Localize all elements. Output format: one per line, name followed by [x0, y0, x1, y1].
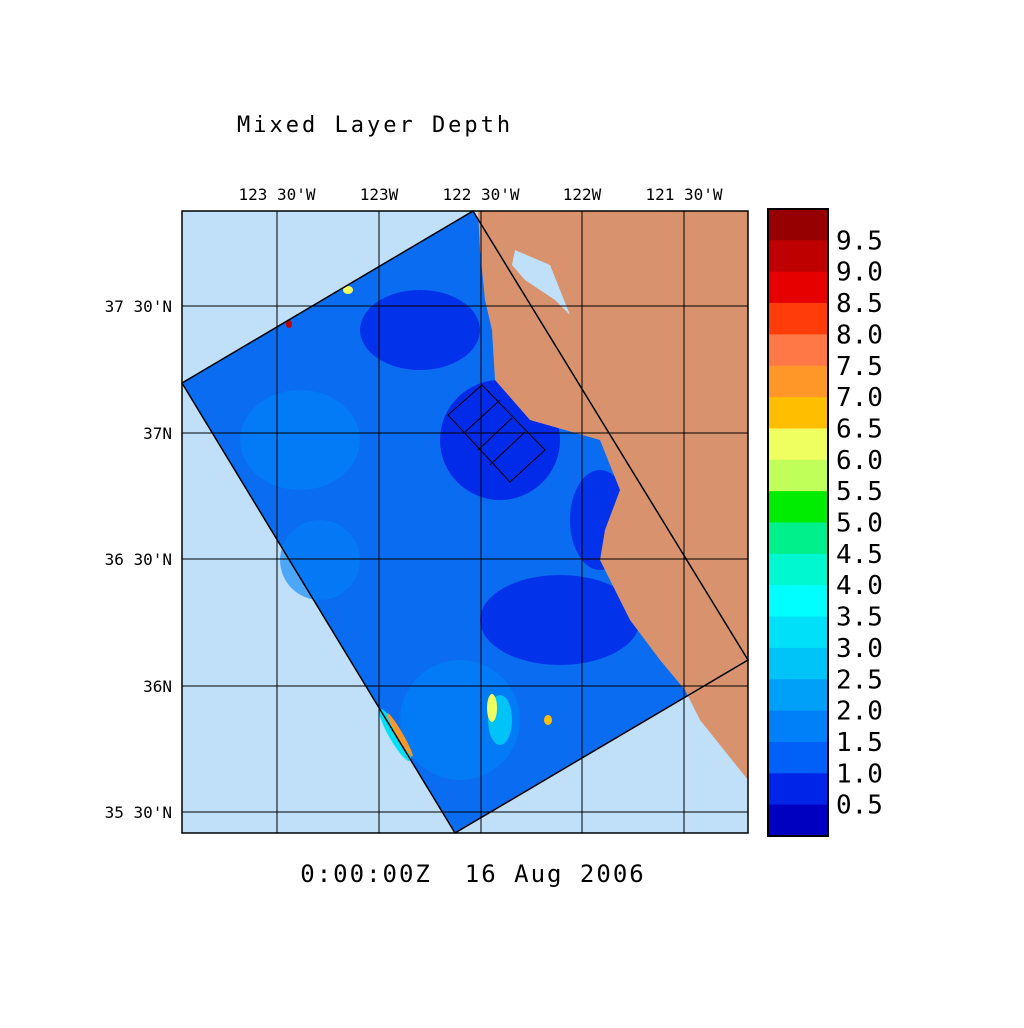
nested-subdomain-line [489, 431, 526, 466]
colorbar-bin [768, 303, 828, 335]
timestamp-label: 0:00:00Z 16 Aug 2006 [300, 860, 645, 888]
map-frame [181, 210, 749, 834]
lat-label: 37 30'N [105, 297, 172, 316]
lon-label: 122W [563, 185, 602, 204]
colorbar-label: 5.0 [836, 509, 883, 539]
colorbar-bin [768, 585, 828, 618]
colorbar-bin [768, 491, 828, 523]
grid-lines [182, 211, 748, 833]
nested-subdomain-line [477, 417, 513, 451]
colorbar-bin [768, 397, 828, 429]
colorbar-label: 1.5 [836, 728, 883, 758]
map-title: Mixed Layer Depth [237, 113, 513, 138]
san-francisco-bay [512, 250, 570, 315]
colorbar-bin [768, 616, 828, 649]
colorbar-label: 8.0 [836, 320, 883, 350]
model-domain-ocean [182, 211, 748, 833]
colorbar-label: 3.5 [836, 603, 883, 633]
field-patches [240, 286, 640, 780]
colorbar-bin [768, 804, 828, 837]
nested-subdomain-line [464, 399, 501, 433]
colorbar-label: 4.5 [836, 540, 883, 570]
colorbar-bin [768, 334, 828, 367]
colorbar-label: 9.5 [836, 226, 883, 256]
colorbar-label: 4.0 [836, 571, 883, 601]
colorbar-bin [768, 240, 828, 273]
colorbar-bin [768, 647, 828, 680]
colorbar-label: 8.5 [836, 289, 883, 319]
colorbar-label: 7.5 [836, 352, 883, 382]
colorbar-label: 2.0 [836, 697, 883, 727]
colorbar-bin [768, 773, 828, 806]
lon-label: 123W [360, 185, 399, 204]
colorbar-label: 6.0 [836, 446, 883, 476]
colorbar-bin [768, 271, 828, 304]
colorbar-label: 7.0 [836, 383, 883, 413]
land-california [478, 211, 748, 780]
lon-label: 121 30'W [645, 185, 722, 204]
colorbar: 9.59.08.58.07.57.06.56.05.55.04.54.03.53… [767, 208, 883, 837]
colorbar-label: 9.0 [836, 258, 883, 288]
lat-label: 36 30'N [105, 550, 172, 569]
colorbar-bin [768, 553, 828, 586]
lat-label: 35 30'N [105, 803, 172, 822]
colorbar-label: 1.0 [836, 759, 883, 789]
colorbar-bin [768, 428, 828, 461]
colorbar-label: 5.5 [836, 477, 883, 507]
colorbar-bin [768, 710, 828, 743]
lon-label: 123 30'W [238, 185, 315, 204]
colorbar-bin [768, 522, 828, 555]
colorbar-bin [768, 679, 828, 712]
lat-label: 36N [143, 677, 172, 696]
colorbar-bin [768, 209, 828, 241]
colorbar-bin [768, 365, 828, 398]
colorbar-label: 6.5 [836, 414, 883, 444]
colorbar-label: 0.5 [836, 791, 883, 821]
lat-label: 37N [143, 424, 172, 443]
colorbar-bin [768, 741, 828, 774]
colorbar-label: 3.0 [836, 634, 883, 664]
nested-domain-box [447, 384, 546, 483]
colorbar-label: 2.5 [836, 665, 883, 695]
lon-label: 122 30'W [442, 185, 519, 204]
colorbar-frame [767, 208, 829, 837]
colorbar-bin [768, 459, 828, 492]
